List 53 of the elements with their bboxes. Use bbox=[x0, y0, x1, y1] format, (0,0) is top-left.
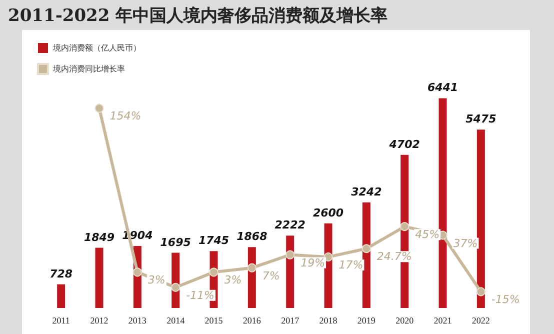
data-label: 17% bbox=[338, 258, 364, 272]
data-label: 37% bbox=[453, 236, 478, 250]
point bbox=[286, 250, 295, 260]
data-label: 3% bbox=[148, 274, 166, 287]
data-label: 24.7% bbox=[376, 250, 412, 264]
bar bbox=[362, 202, 370, 308]
chart-title: 2011-2022 年中国人境内奢侈品消费额及增长率 bbox=[8, 5, 388, 27]
x-tick-label: 2015 bbox=[204, 316, 224, 326]
x-tick-label: 2014 bbox=[166, 316, 186, 326]
data-label: 1695 bbox=[160, 236, 192, 249]
x-tick-label: 2017 bbox=[281, 316, 300, 326]
legend-label: 境内消费同比增长率 bbox=[52, 64, 125, 74]
point bbox=[94, 104, 104, 113]
x-tick-label: 2019 bbox=[357, 316, 376, 326]
data-label: 3242 bbox=[351, 185, 382, 198]
data-label: 7% bbox=[262, 269, 280, 282]
point bbox=[400, 222, 410, 232]
point bbox=[476, 287, 486, 296]
x-tick-label: 2022 bbox=[472, 316, 490, 326]
data-label: 4702 bbox=[388, 138, 420, 151]
x-tick-label: 2012 bbox=[90, 316, 108, 326]
x-tick-label: 2021 bbox=[434, 316, 452, 326]
data-label: 1849 bbox=[84, 230, 115, 244]
data-label: 3% bbox=[224, 274, 242, 287]
data-label: 19% bbox=[300, 256, 326, 270]
point bbox=[171, 282, 180, 292]
data-label: 45% bbox=[415, 228, 440, 242]
bar bbox=[476, 130, 485, 308]
point bbox=[362, 244, 371, 254]
bar bbox=[438, 98, 447, 308]
data-label: 6441 bbox=[427, 81, 458, 94]
point bbox=[209, 268, 218, 277]
bar bbox=[57, 284, 66, 308]
point bbox=[247, 263, 256, 272]
data-label: 1904 bbox=[122, 228, 153, 242]
data-label: 2222 bbox=[274, 218, 306, 232]
data-label: -15% bbox=[491, 293, 520, 306]
point bbox=[132, 268, 142, 277]
data-label: 154% bbox=[110, 110, 142, 123]
data-label: 728 bbox=[50, 267, 73, 280]
x-tick-label: 2013 bbox=[128, 316, 147, 326]
x-tick-label: 2016 bbox=[242, 316, 262, 326]
bar bbox=[95, 248, 104, 308]
x-tick-label: 2020 bbox=[396, 316, 414, 326]
data-label: 1745 bbox=[198, 234, 230, 248]
x-tick-label: 2018 bbox=[319, 316, 338, 326]
data-label: -11% bbox=[186, 288, 215, 302]
point bbox=[324, 252, 333, 262]
data-label: 1868 bbox=[236, 230, 268, 244]
data-label: 2600 bbox=[312, 206, 344, 220]
legend-label: 境内消费额（亿人民币） bbox=[52, 44, 141, 52]
data-label: 5475 bbox=[466, 112, 497, 126]
x-tick-label: 2011 bbox=[52, 316, 70, 326]
